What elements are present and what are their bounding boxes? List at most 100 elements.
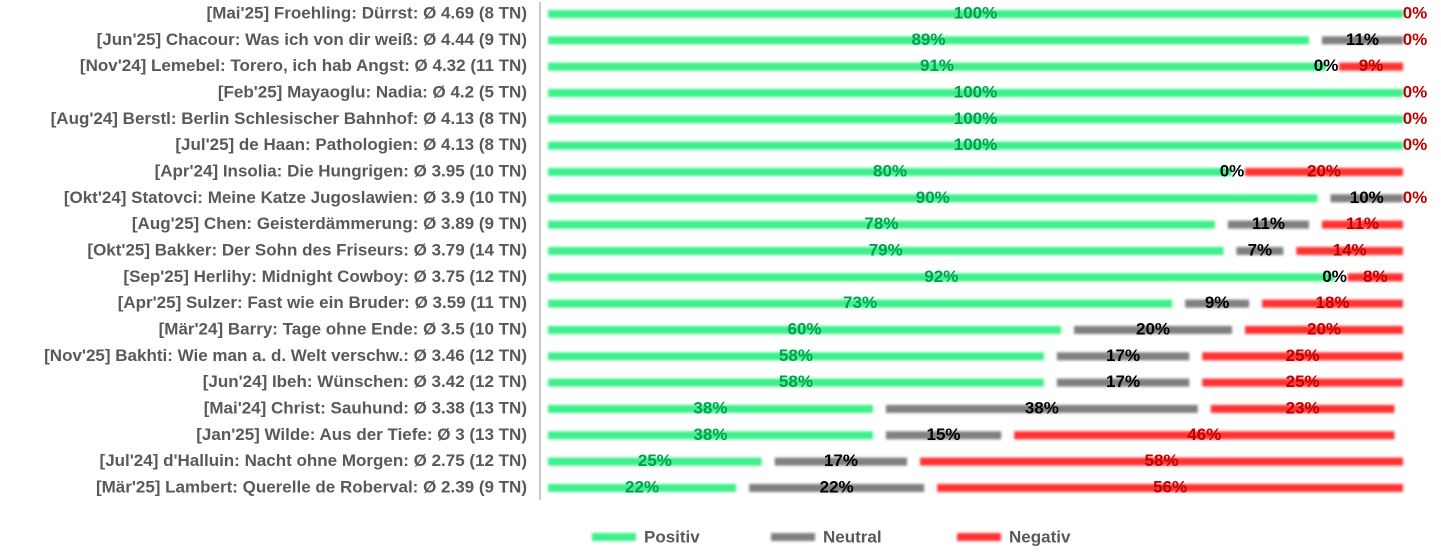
value-label: 91% (920, 56, 954, 75)
bar-segment (774, 457, 908, 466)
value-label: 80% (873, 161, 907, 180)
bar-segment (1202, 352, 1403, 361)
value-label: 89% (911, 30, 945, 49)
bar-segment (548, 220, 1215, 229)
category-label: [Mai'25] Froehling: Dürrst: Ø 4.69 (8 TN… (207, 3, 527, 22)
value-label: 20% (1307, 161, 1341, 180)
legend-label: Positiv (644, 527, 700, 546)
category-label: [Feb'25] Mayaoglu: Nadia: Ø 4.2 (5 TN) (218, 82, 527, 101)
value-label: 58% (1145, 451, 1179, 470)
bar-segment (548, 352, 1044, 361)
value-label: 14% (1333, 240, 1367, 259)
category-label: [Mär'24] Barry: Tage ohne Ende: Ø 3.5 (1… (159, 319, 527, 338)
value-label: 73% (843, 293, 877, 312)
category-label: [Jan'25] Wilde: Aus der Tiefe: Ø 3 (13 T… (196, 425, 527, 444)
bar-segment (548, 36, 1309, 45)
value-label: 0% (1403, 135, 1428, 154)
value-label: 22% (820, 477, 854, 496)
legend-swatch (592, 533, 636, 541)
value-label: 56% (1153, 477, 1187, 496)
bar-segment (1210, 404, 1395, 413)
bar-segment (548, 273, 1335, 282)
value-label: 15% (927, 425, 961, 444)
value-label: 17% (1106, 346, 1140, 365)
legend-swatch (771, 533, 815, 541)
value-label: 0% (1220, 161, 1245, 180)
value-label: 25% (1286, 346, 1320, 365)
category-label: [Jul'25] de Haan: Pathologien: Ø 4.13 (8… (175, 135, 527, 154)
value-label: 11% (1346, 30, 1379, 49)
value-label: 8% (1363, 267, 1388, 286)
value-label: 100% (954, 82, 997, 101)
bar-segment (548, 299, 1173, 308)
value-label: 0% (1403, 82, 1428, 101)
value-label: 100% (954, 109, 997, 128)
category-label: [Apr'25] Sulzer: Fast wie ein Bruder: Ø … (118, 293, 527, 312)
bar-segment (1347, 273, 1403, 282)
category-label: [Sep'25] Herlihy: Midnight Cowboy: Ø 3.7… (123, 267, 527, 286)
bar-segment (1262, 299, 1403, 308)
value-label: 10% (1350, 188, 1384, 207)
value-label: 0% (1314, 56, 1339, 75)
category-label: [Mär'25] Lambert: Querelle de Roberval: … (96, 477, 527, 496)
legend-swatch (957, 533, 1001, 541)
bar-segment (1321, 36, 1403, 45)
category-label: [Mai'24] Christ: Sauhund: Ø 3.38 (13 TN) (204, 398, 527, 417)
bar-segment (548, 457, 762, 466)
bar-segment (1236, 246, 1284, 255)
bar-segment (937, 483, 1403, 492)
legend-label: Neutral (823, 527, 882, 546)
bar-segment (1014, 431, 1395, 440)
value-label: 22% (625, 477, 659, 496)
bar-segment (1185, 299, 1250, 308)
value-label: 23% (1286, 398, 1320, 417)
category-label: [Nov'24] Lemebel: Torero, ich hab Angst:… (80, 56, 527, 75)
bar-segment (1056, 378, 1190, 387)
bar-segment (548, 431, 873, 440)
category-label: [Aug'24] Berstl: Berlin Schlesischer Bah… (51, 109, 527, 128)
value-label: 38% (693, 398, 727, 417)
value-label: 60% (787, 319, 821, 338)
value-label: 9% (1205, 293, 1230, 312)
category-label: [Jul'24] d'Halluin: Nacht ohne Morgen: Ø… (100, 451, 527, 470)
value-label: 79% (869, 240, 903, 259)
category-label: [Nov'25] Bakhti: Wie man a. d. Welt vers… (44, 346, 527, 365)
value-label: 90% (916, 188, 950, 207)
bar-segment (1074, 325, 1232, 334)
bar-segment (548, 194, 1318, 203)
bar-segment (920, 457, 1403, 466)
value-label: 0% (1403, 109, 1428, 128)
category-label: [Okt'24] Statovci: Meine Katze Jugoslawi… (64, 188, 527, 207)
bar-segment (1321, 220, 1403, 229)
value-label: 38% (1025, 398, 1059, 417)
value-label: 25% (1286, 372, 1320, 391)
bar-segment (548, 246, 1224, 255)
value-label: 100% (954, 3, 997, 22)
value-label: 18% (1316, 293, 1350, 312)
bar-segment (1296, 246, 1403, 255)
value-label: 0% (1403, 188, 1428, 207)
value-label: 17% (1106, 372, 1140, 391)
bar-segment (885, 431, 1002, 440)
bar-segment (548, 483, 737, 492)
bar-segment (1227, 220, 1309, 229)
bar-segment (1056, 352, 1190, 361)
bar-segment (749, 483, 925, 492)
value-label: 0% (1403, 3, 1428, 22)
legend-label: Negativ (1009, 527, 1071, 546)
category-label: [Aug'25] Chen: Geisterdämmerung: Ø 3.89 … (132, 214, 527, 233)
bar-segment (548, 62, 1327, 71)
bar-segment (885, 404, 1198, 413)
value-label: 20% (1307, 319, 1341, 338)
value-label: 92% (924, 267, 958, 286)
value-label: 9% (1359, 56, 1384, 75)
bar-segment (548, 378, 1044, 387)
bar-segment (1245, 325, 1403, 334)
value-label: 25% (638, 451, 672, 470)
bar-segment (548, 115, 1403, 124)
bar-segment (548, 325, 1061, 334)
value-label: 0% (1322, 267, 1347, 286)
category-label: [Apr'24] Insolia: Die Hungrigen: Ø 3.95 … (155, 161, 527, 180)
